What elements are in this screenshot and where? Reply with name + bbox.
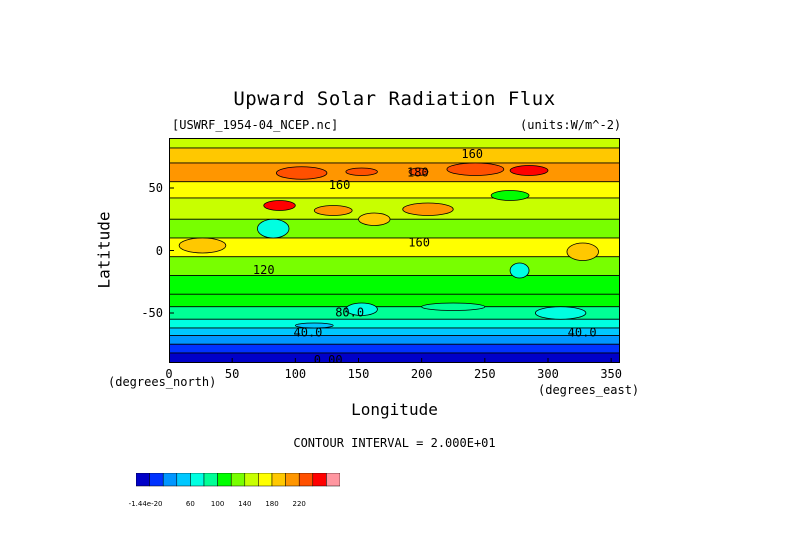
heatmap-patch-7 bbox=[402, 202, 454, 216]
y-axis-units: (degrees_north) bbox=[108, 375, 217, 389]
colorbar-swatch-3 bbox=[176, 473, 191, 487]
y-tick-label-1: 0 bbox=[155, 243, 163, 258]
heatmap-band-1 bbox=[169, 147, 620, 164]
colorbar-label-0: -1.44e-20 bbox=[128, 500, 163, 508]
x-tick-label-6: 300 bbox=[537, 367, 559, 381]
colorbar bbox=[136, 473, 340, 487]
colorbar-swatch-2 bbox=[162, 473, 178, 487]
heatmap-plot: 160 180 160 160 120 80.0 40.0 40.0 0.00 bbox=[169, 138, 620, 363]
heatmap-band-3 bbox=[169, 181, 620, 199]
colorbar-swatch-1 bbox=[149, 473, 164, 487]
heatmap-patch-2 bbox=[408, 167, 429, 176]
heatmap-patch-5 bbox=[263, 200, 296, 211]
heatmap-patch-6 bbox=[313, 205, 353, 216]
heatmap-patch-0 bbox=[275, 166, 328, 180]
file-label: [USWRF_1954-04_NCEP.nc] bbox=[172, 118, 339, 132]
x-tick-label-3: 150 bbox=[347, 367, 370, 381]
heatmap-band-14 bbox=[169, 343, 620, 354]
x-axis-label: Longitude bbox=[351, 400, 438, 419]
heatmap-band-9 bbox=[169, 293, 620, 308]
heatmap-band-6 bbox=[169, 237, 620, 258]
contour-label-7: 40.0 bbox=[568, 326, 597, 340]
colorbar-swatch-9 bbox=[258, 473, 273, 487]
heatmap-band-15 bbox=[169, 352, 620, 363]
heatmap-band-7 bbox=[169, 256, 620, 276]
heatmap-band-0 bbox=[169, 138, 620, 149]
colorbar-label-2: 100 bbox=[210, 500, 225, 508]
heatmap-band-8 bbox=[169, 275, 620, 295]
contour-label-4: 120 bbox=[253, 263, 275, 277]
colorbar-swatch-0 bbox=[136, 473, 150, 487]
contour-label-6: 40.0 bbox=[294, 326, 323, 340]
heatmap-band-2 bbox=[169, 162, 620, 183]
heatmap-patch-11 bbox=[257, 218, 290, 239]
plot-area: 160 180 160 160 120 80.0 40.0 40.0 0.00 bbox=[169, 138, 620, 363]
heatmap-band-5 bbox=[169, 218, 620, 239]
heatmap-patch-12 bbox=[509, 262, 530, 279]
heatmap-patch-9 bbox=[178, 237, 227, 254]
x-tick-label-2: 100 bbox=[284, 367, 307, 381]
colorbar-label-5: 220 bbox=[292, 500, 306, 508]
x-tick-label-5: 250 bbox=[473, 367, 496, 381]
colorbar-swatch-14 bbox=[326, 473, 340, 487]
contour-label-2: 160 bbox=[329, 178, 351, 192]
x-axis-units: (degrees_east) bbox=[538, 383, 640, 397]
heatmap-patch-4 bbox=[509, 165, 549, 176]
chart-title: Upward Solar Radiation Flux bbox=[233, 88, 556, 110]
heatmap-patch-16 bbox=[421, 302, 486, 311]
heatmap-band-13 bbox=[169, 335, 620, 345]
colorbar-swatch-13 bbox=[312, 473, 327, 487]
colorbar-swatch-6 bbox=[217, 473, 232, 487]
colorbar-swatch-12 bbox=[298, 473, 314, 487]
heatmap-patch-8 bbox=[358, 212, 391, 226]
colorbar-swatch-4 bbox=[190, 473, 205, 487]
heatmap-band-4 bbox=[169, 197, 620, 220]
contour-label-1: 180 bbox=[407, 166, 429, 180]
heatmap-patch-13 bbox=[345, 302, 378, 316]
heatmap-band-12 bbox=[169, 327, 620, 336]
colorbar-label-4: 180 bbox=[265, 500, 279, 508]
heatmap-patch-14 bbox=[534, 306, 587, 320]
x-tick-label-4: 200 bbox=[410, 367, 433, 381]
heatmap-patch-17 bbox=[490, 190, 530, 201]
x-tick-label-0: 0 bbox=[165, 367, 173, 381]
colorbar-swatch-11 bbox=[285, 473, 300, 487]
heatmap-patch-3 bbox=[446, 162, 505, 176]
x-tick-label-7: 350 bbox=[600, 367, 622, 381]
colorbar-label-1: 60 bbox=[185, 500, 195, 508]
y-tick-label-0: -50 bbox=[141, 306, 163, 320]
colorbar-label-3: 140 bbox=[238, 500, 252, 508]
contour-label-3: 160 bbox=[408, 236, 430, 250]
units-label: (units:W/m^-2) bbox=[520, 118, 622, 132]
y-axis-label: Latitude bbox=[94, 211, 114, 289]
colorbar-swatch-7 bbox=[230, 473, 246, 487]
heatmap-patch-15 bbox=[294, 322, 334, 329]
contour-label-8: 0.00 bbox=[314, 353, 343, 363]
heatmap-patch-1 bbox=[345, 167, 378, 176]
contour-label-0: 160 bbox=[461, 147, 483, 161]
colorbar-swatch-10 bbox=[271, 473, 286, 487]
contour-label-5: 80.0 bbox=[335, 306, 364, 320]
x-tick-label-1: 50 bbox=[224, 367, 240, 381]
colorbar-swatch-8 bbox=[244, 473, 259, 487]
colorbar-swatch-5 bbox=[203, 473, 218, 487]
heatmap-band-11 bbox=[169, 318, 620, 329]
y-tick-label-2: 50 bbox=[148, 181, 163, 195]
heatmap-patch-10 bbox=[566, 242, 599, 261]
contour-interval-text: CONTOUR INTERVAL = 2.000E+01 bbox=[293, 436, 496, 450]
